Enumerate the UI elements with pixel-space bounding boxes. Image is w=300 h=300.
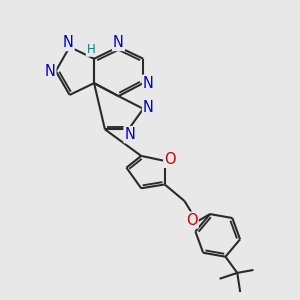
Text: O: O (164, 152, 176, 167)
Text: O: O (186, 213, 198, 228)
Text: H: H (87, 43, 95, 56)
Text: N: N (63, 35, 74, 50)
Text: N: N (143, 76, 154, 91)
Text: N: N (113, 35, 124, 50)
Text: N: N (124, 127, 135, 142)
Text: N: N (143, 100, 154, 115)
Text: N: N (44, 64, 55, 79)
